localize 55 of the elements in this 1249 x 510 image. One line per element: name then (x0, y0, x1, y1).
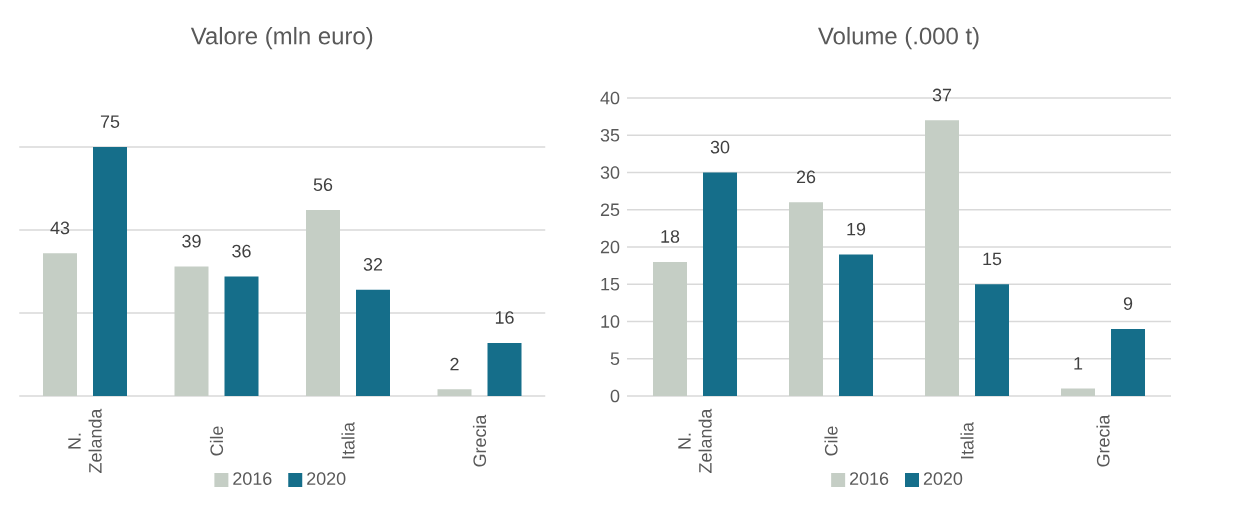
bar (174, 266, 209, 396)
x-tick-label: N. Zelanda (68, 408, 102, 473)
bar (1111, 328, 1146, 396)
data-label: 37 (932, 88, 952, 102)
data-label: 16 (495, 311, 514, 324)
x-tick-label: Grecia (1096, 414, 1110, 467)
y-tick-label: 10 (601, 315, 620, 328)
bar (356, 289, 390, 396)
bar (1061, 388, 1096, 396)
x-tick-label: Grecia (472, 414, 487, 467)
y-tick-label: 15 (601, 277, 620, 291)
y-tick-label: 30 (600, 166, 620, 179)
bar (487, 342, 522, 396)
bar (839, 254, 874, 396)
bar (93, 147, 127, 396)
data-label: 36 (232, 244, 251, 258)
data-label: 15 (983, 252, 1002, 266)
legend-label: 2020 (923, 472, 963, 485)
bar (975, 284, 1010, 396)
data-label: 75 (100, 115, 120, 128)
x-tick-label: N. Zelanda (678, 408, 712, 473)
y-tick-label: 5 (610, 352, 620, 366)
legend-label: 2016 (850, 472, 889, 485)
y-tick-label: 25 (600, 203, 620, 217)
x-tick-label: Cile (824, 426, 838, 456)
data-label: 39 (182, 234, 201, 248)
data-label: 32 (363, 258, 383, 271)
data-label: 26 (796, 170, 816, 184)
data-label: 18 (661, 230, 680, 243)
y-tick-label: 35 (600, 128, 620, 142)
y-tick-label: 0 (610, 389, 620, 403)
data-label: 43 (50, 221, 70, 235)
bar (43, 253, 77, 396)
bar (703, 172, 738, 396)
data-label: 19 (847, 222, 866, 236)
y-tick-label: 40 (600, 91, 620, 105)
legend-label: 2020 (307, 472, 346, 485)
bar (306, 210, 340, 396)
chart-title: Volume (.000 t) (818, 26, 979, 50)
x-tick-label: Cile (209, 426, 224, 456)
legend-label: 2016 (233, 472, 272, 485)
data-label: 56 (313, 178, 333, 192)
bar (925, 120, 960, 396)
data-label: 2 (450, 357, 459, 371)
data-label: 30 (710, 140, 730, 154)
bar (224, 276, 259, 396)
x-tick-label: Italia (341, 422, 355, 459)
x-tick-label: Italia (960, 422, 974, 459)
chart-title: Valore (mln euro) (190, 26, 373, 50)
data-label: 1 (1074, 357, 1083, 370)
data-label: 9 (1123, 297, 1133, 310)
bar (437, 389, 472, 396)
y-tick-label: 20 (600, 240, 620, 254)
bar (789, 202, 824, 396)
bar (653, 261, 688, 396)
